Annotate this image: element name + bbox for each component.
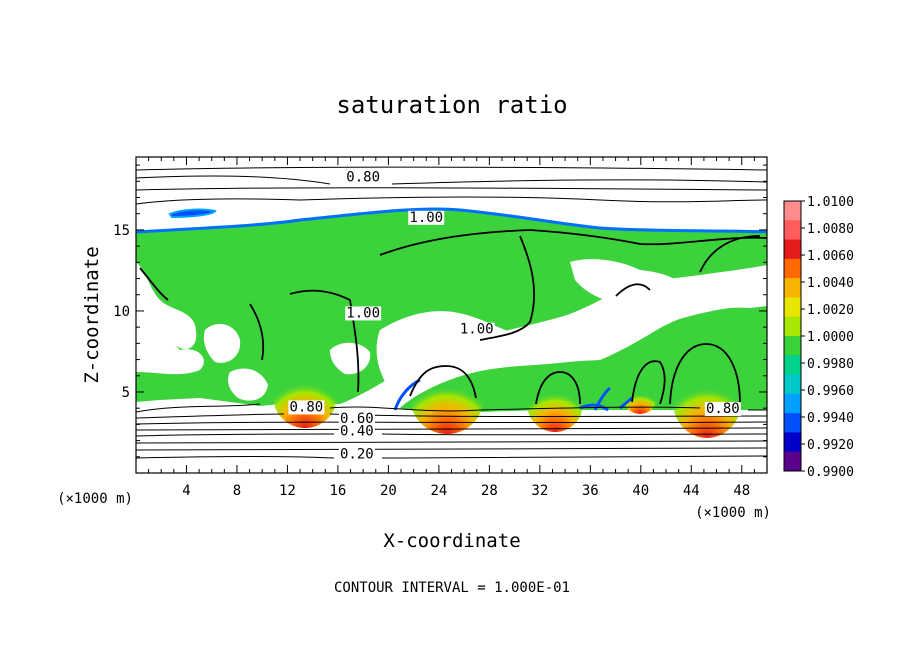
colorbar-label: 0.9960: [807, 384, 854, 399]
dry-patch-upper: [570, 259, 680, 304]
contour-label: 0.20: [340, 446, 374, 462]
edge-cell: [393, 378, 633, 412]
edge-top: [136, 207, 767, 234]
contour-label: 0.40: [340, 424, 374, 440]
contour-label-bg: [458, 322, 495, 337]
hotspot: [673, 366, 741, 438]
colorbar-swatch: [784, 220, 801, 241]
dry-patch-left-low: [228, 368, 268, 401]
colorbar-label: 1.0100: [807, 195, 854, 210]
colorbar-swatch: [784, 278, 801, 298]
colorbar-swatch: [784, 297, 801, 318]
colorbar-label: 1.0000: [807, 330, 854, 345]
colorbar-label: 1.0020: [807, 303, 854, 318]
dry-band-diagonal: [376, 268, 767, 402]
colorbar: [783, 200, 805, 472]
colorbar-label: 0.9900: [807, 465, 854, 480]
colorbar-swatch: [784, 336, 801, 356]
colorbar-labels: 1.0100 1.0080 1.0060 1.0040 1.0020 1.0000 0.99…: [807, 195, 854, 480]
contour-label-bg: [704, 402, 741, 417]
contour-label-bg: [338, 424, 375, 439]
colorbar-swatch: [784, 258, 801, 279]
z-unit-label: (×1000 m): [57, 491, 133, 507]
colorbar-swatch: [784, 393, 801, 414]
colorbar-swatch: [784, 239, 801, 260]
colorbar-swatch: [784, 201, 801, 221]
x-tick-label: 20: [380, 483, 397, 499]
dry-band-left-2: [136, 262, 197, 350]
y-tick-labels: 5 10 15: [113, 223, 130, 401]
contour-lines: [136, 166, 767, 459]
colorbar-label: 0.9940: [807, 411, 854, 426]
x-tick-label: 36: [582, 483, 599, 499]
field-layer: [136, 166, 767, 459]
contour-label-bg: [408, 210, 445, 225]
x-axis-title: X-coordinate: [383, 530, 520, 552]
contour-label: 0.60: [340, 411, 374, 427]
x-tick-label: 32: [531, 483, 548, 499]
x-tick-label: 16: [329, 483, 346, 499]
contour-label: 1.00: [460, 322, 494, 338]
contour-label-bg: [338, 447, 375, 462]
x-tick-label: 48: [733, 483, 750, 499]
y-tick-label: 15: [113, 223, 130, 239]
x-tick-label: 40: [632, 483, 649, 499]
x-tick-label: 4: [182, 483, 190, 499]
y-axis-title: Z-coordinate: [81, 246, 103, 383]
y-tick-label: 10: [113, 304, 130, 320]
cap-blob: [168, 208, 217, 219]
hotspot: [527, 376, 583, 432]
contour-one: [139, 229, 767, 405]
tick-marks: [136, 157, 767, 473]
contour-label: 0.80: [290, 399, 324, 415]
chart-title: saturation ratio: [336, 91, 567, 119]
moist-region: [136, 208, 767, 406]
x-tick-label: 24: [430, 483, 447, 499]
colorbar-swatch: [784, 413, 801, 433]
x-unit-label: (×1000 m): [695, 505, 771, 521]
contour-label: 0.80: [346, 169, 380, 185]
dry-patch-mid: [330, 342, 371, 375]
colorbar-label: 1.0080: [807, 222, 854, 237]
contour-label-bg: [288, 400, 325, 415]
y-tick-label: 5: [122, 385, 130, 401]
contour-label-bg: [338, 411, 375, 426]
colorbar-label: 1.0060: [807, 249, 854, 264]
colorbar-swatch: [784, 432, 801, 453]
hotspot: [411, 366, 483, 434]
colorbar-label: 1.0040: [807, 276, 854, 291]
contour-label-bg: [345, 306, 382, 321]
colorbar-swatch: [784, 451, 801, 472]
x-tick-labels: 4 8 12 16 20 24 28 32 36 40 44 48: [182, 483, 750, 499]
colorbar-swatch: [784, 316, 801, 337]
contour-label: 0.80: [706, 401, 740, 417]
x-tick-label: 12: [279, 483, 296, 499]
colorbar-label: 0.9980: [807, 357, 854, 372]
dry-patch-left: [203, 324, 241, 363]
hotspot: [273, 364, 337, 428]
x-tick-label: 44: [683, 483, 700, 499]
moist-region-right: [400, 306, 767, 412]
contour-labels: 0.80 1.00 1.00 1.00 0.80 0.80 0.600.40 0.20: [288, 169, 741, 462]
contour-interval-note: CONTOUR INTERVAL = 1.000E-01: [334, 580, 570, 596]
x-tick-label: 28: [481, 483, 498, 499]
colorbar-swatch: [784, 355, 801, 376]
contour-label: 1.00: [409, 210, 443, 226]
contour-label-bg: [345, 170, 382, 185]
x-tick-label: 8: [233, 483, 241, 499]
colorbar-label: 0.9920: [807, 438, 854, 453]
contour-label: 1.00: [346, 305, 380, 321]
colorbar-swatch: [784, 374, 801, 395]
